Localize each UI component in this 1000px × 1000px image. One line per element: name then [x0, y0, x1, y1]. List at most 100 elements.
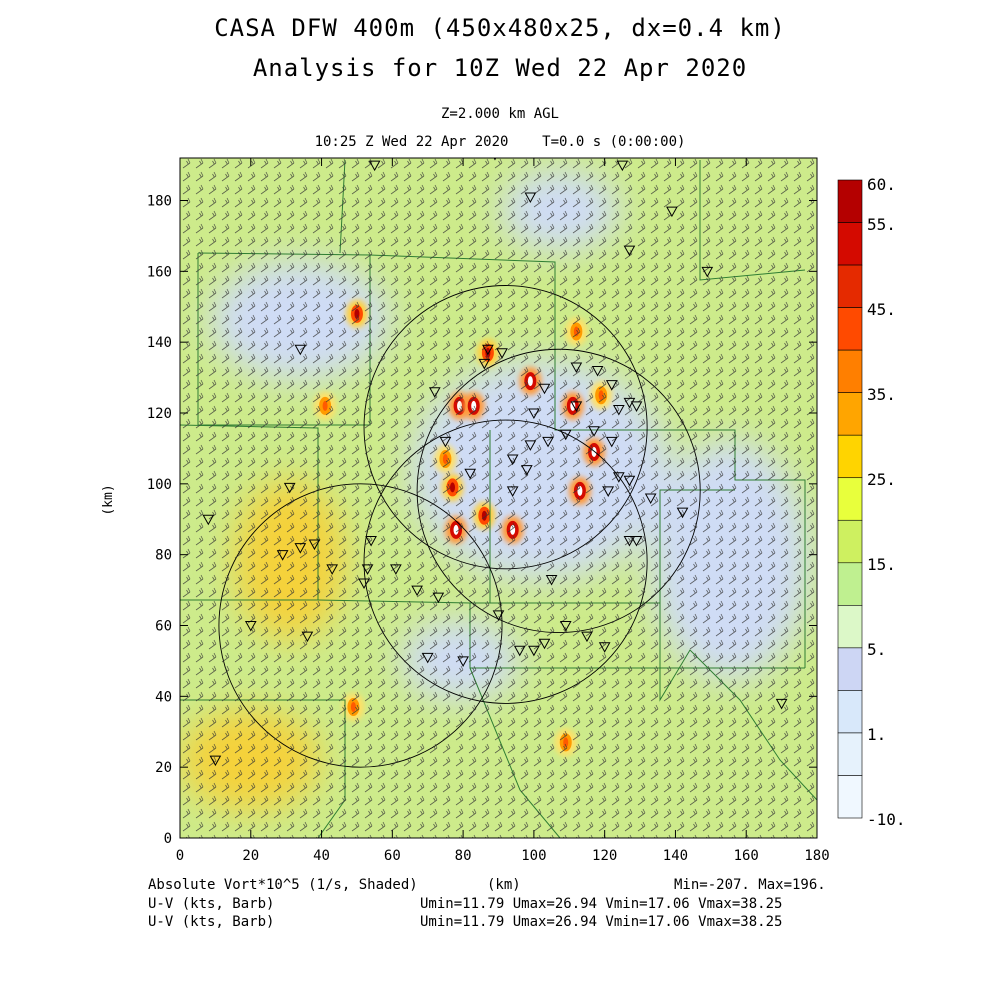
colorbar-swatch [837, 179, 863, 223]
x-tick-label: 100 [521, 848, 546, 864]
station-marker [390, 564, 402, 575]
y-axis: 0 20 40 60 80 100 120 140 160 180 [147, 194, 817, 847]
field-label-vorticity: Absolute Vort*10^5 (1/s, Shaded) [148, 877, 418, 893]
x-tick-label: 60 [384, 848, 401, 864]
station-marker [368, 160, 381, 172]
station-marker [276, 550, 289, 561]
station-marker [244, 621, 257, 632]
colorbar-swatch [837, 222, 863, 266]
colorbar-swatch [837, 732, 863, 776]
station-marker [301, 631, 314, 643]
station-marker [358, 578, 370, 590]
x-tick-label: 40 [313, 848, 330, 864]
colorbar-label: 60. [867, 175, 896, 194]
x-tick-label: 180 [804, 848, 829, 864]
station-marker [524, 192, 537, 203]
station-marker [591, 366, 604, 377]
station-marker [365, 536, 377, 547]
station-marker [524, 440, 537, 451]
y-tick-label: 80 [155, 548, 172, 564]
colorbar-label: 55. [867, 215, 896, 234]
colorbar-swatch [837, 605, 863, 649]
station-marker [361, 564, 374, 575]
colorbar-swatch [837, 519, 863, 564]
y-tick-label: 40 [155, 689, 172, 705]
colorbar-swatch [837, 775, 863, 819]
station-marker [605, 436, 618, 448]
station-marker [202, 514, 215, 526]
station-marker [528, 645, 540, 657]
station-marker [432, 592, 445, 604]
station-marker [559, 621, 572, 632]
station-marker [602, 486, 615, 497]
station-marker [630, 536, 643, 547]
station-marker [623, 536, 636, 547]
station-marker [478, 358, 491, 370]
station-marker [528, 408, 540, 420]
station-marker [520, 465, 533, 476]
station-marker [209, 755, 222, 767]
station-marker [559, 429, 572, 441]
station-marker [630, 401, 643, 412]
plot-area [180, 158, 817, 838]
y-tick-label: 20 [155, 760, 172, 776]
colorbar-label: 5. [867, 640, 886, 659]
colorbar-label: 35. [867, 385, 896, 404]
station-marker [513, 645, 526, 657]
y-axis-label: (km) [101, 484, 116, 515]
min-max-label: Min=-207. Max=196. [674, 877, 826, 893]
y-tick-label: 0 [164, 831, 172, 847]
colorbar-swatch [837, 477, 863, 521]
station-marker [701, 266, 714, 278]
station-marker [283, 482, 296, 494]
colorbar-swatch [837, 349, 863, 393]
station-marker [616, 160, 629, 172]
x-axis: 0 20 40 60 80 100 120 140 160 180 [176, 158, 830, 864]
station-marker [439, 436, 452, 448]
station-marker [482, 344, 494, 356]
colorbar-swatch [837, 562, 863, 606]
station-marker [581, 631, 593, 643]
colorbar: 60. 55. 45. 35. 25. 15. 5. 1. -10. [837, 175, 906, 829]
valid-time-label: 10:25 Z Wed 22 Apr 2020 T=0.0 s (0:00:00… [314, 134, 686, 150]
colorbar-swatch [837, 647, 863, 691]
x-tick-label: 0 [176, 848, 184, 864]
colorbar-swatch [837, 307, 863, 351]
colorbar-swatch [837, 434, 863, 479]
station-marker [411, 585, 423, 597]
field-label-wind: U-V (kts, Barb) [148, 896, 275, 912]
y-tick-label: 180 [147, 194, 172, 210]
station-marker [570, 401, 583, 412]
station-marker [644, 493, 657, 505]
colorbar-swatch [837, 264, 863, 308]
station-marker [623, 475, 636, 487]
station-marker [676, 507, 689, 519]
station-marker [598, 642, 611, 653]
x-tick-label: 160 [734, 848, 759, 864]
station-marker [492, 610, 505, 621]
wind-stats: Umin=11.79 Umax=26.94 Vmin=17.06 Vmax=38… [420, 914, 783, 930]
chart-title: CASA DFW 400m (450x480x25, dx=0.4 km) [214, 14, 786, 42]
wind-barbs [180, 158, 817, 838]
station-marker [623, 245, 636, 257]
station-marker [542, 436, 554, 448]
station-marker [775, 698, 788, 710]
y-tick-label: 120 [147, 406, 172, 422]
station-marker [326, 564, 339, 575]
x-tick-label: 80 [455, 848, 472, 864]
station-marker [428, 387, 441, 398]
station-marker [294, 344, 307, 356]
colorbar-label: -10. [867, 810, 906, 829]
y-tick-label: 160 [147, 264, 172, 280]
station-marker [496, 348, 508, 359]
colorbar-label: 15. [867, 555, 896, 574]
station-marker [464, 468, 477, 480]
colorbar-swatch [837, 690, 863, 734]
station-marker [612, 404, 625, 416]
station-marker [605, 380, 618, 391]
station-markers [202, 158, 788, 767]
station-marker [506, 486, 519, 497]
station-marker [421, 652, 434, 664]
x-tick-label: 120 [592, 848, 617, 864]
